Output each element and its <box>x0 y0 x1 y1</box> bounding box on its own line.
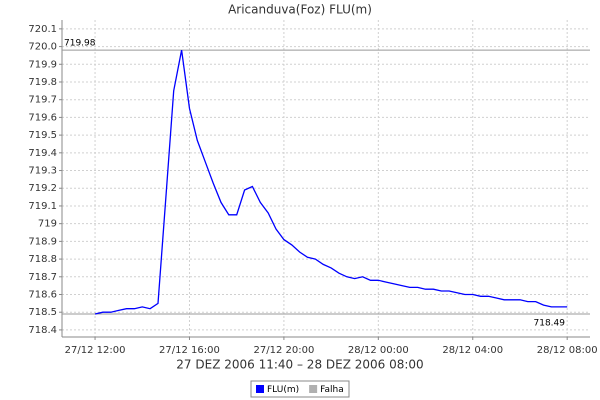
x-tick-label: 27/12 20:00 <box>253 345 314 356</box>
y-tick-label: 719.7 <box>28 95 57 106</box>
y-tick-label: 719.6 <box>28 112 57 123</box>
y-tick-label: 719.2 <box>28 183 57 194</box>
y-tick-label: 719.3 <box>28 166 57 177</box>
data-line <box>94 49 568 315</box>
y-tick-label: 720.1 <box>28 24 57 35</box>
y-tick-label: 719 <box>38 219 57 230</box>
y-tick-label: 719.9 <box>28 59 57 70</box>
y-tick-label: 718.4 <box>28 325 57 336</box>
legend-label: Falha <box>320 385 344 395</box>
marker-label: 719.98 <box>64 39 96 49</box>
y-tick-label: 718.9 <box>28 236 57 247</box>
y-tick-label: 718.7 <box>28 272 57 283</box>
marker-label: 718.49 <box>534 318 566 328</box>
legend-box <box>250 380 350 398</box>
y-tick-label: 719.8 <box>28 77 57 88</box>
legend: FLU(m) Falha <box>250 380 350 398</box>
y-tick-label: 718.5 <box>28 307 57 318</box>
y-tick-label: 718.8 <box>28 254 57 265</box>
x-tick-label: 27/12 16:00 <box>159 345 220 356</box>
y-tick-label: 719.5 <box>28 130 57 141</box>
legend-swatch <box>309 385 318 393</box>
x-tick-label: 28/12 04:00 <box>442 345 503 356</box>
y-tick-label: 718.6 <box>28 289 57 300</box>
legend-label: FLU(m) <box>267 385 299 395</box>
y-tick-label: 719.1 <box>28 201 57 212</box>
y-tick-label: 719.4 <box>28 148 57 159</box>
legend-swatch <box>256 385 264 393</box>
x-axis-label: 27 DEZ 2006 11:40 – 28 DEZ 2006 08:00 <box>176 358 423 372</box>
y-tick-label: 720.0 <box>28 42 57 53</box>
x-tick-label: 27/12 12:00 <box>65 345 126 356</box>
chart-title: Aricanduva(Foz) FLU(m) <box>228 3 372 17</box>
x-tick-label: 28/12 08:00 <box>537 345 598 356</box>
x-tick-label: 28/12 00:00 <box>348 345 409 356</box>
